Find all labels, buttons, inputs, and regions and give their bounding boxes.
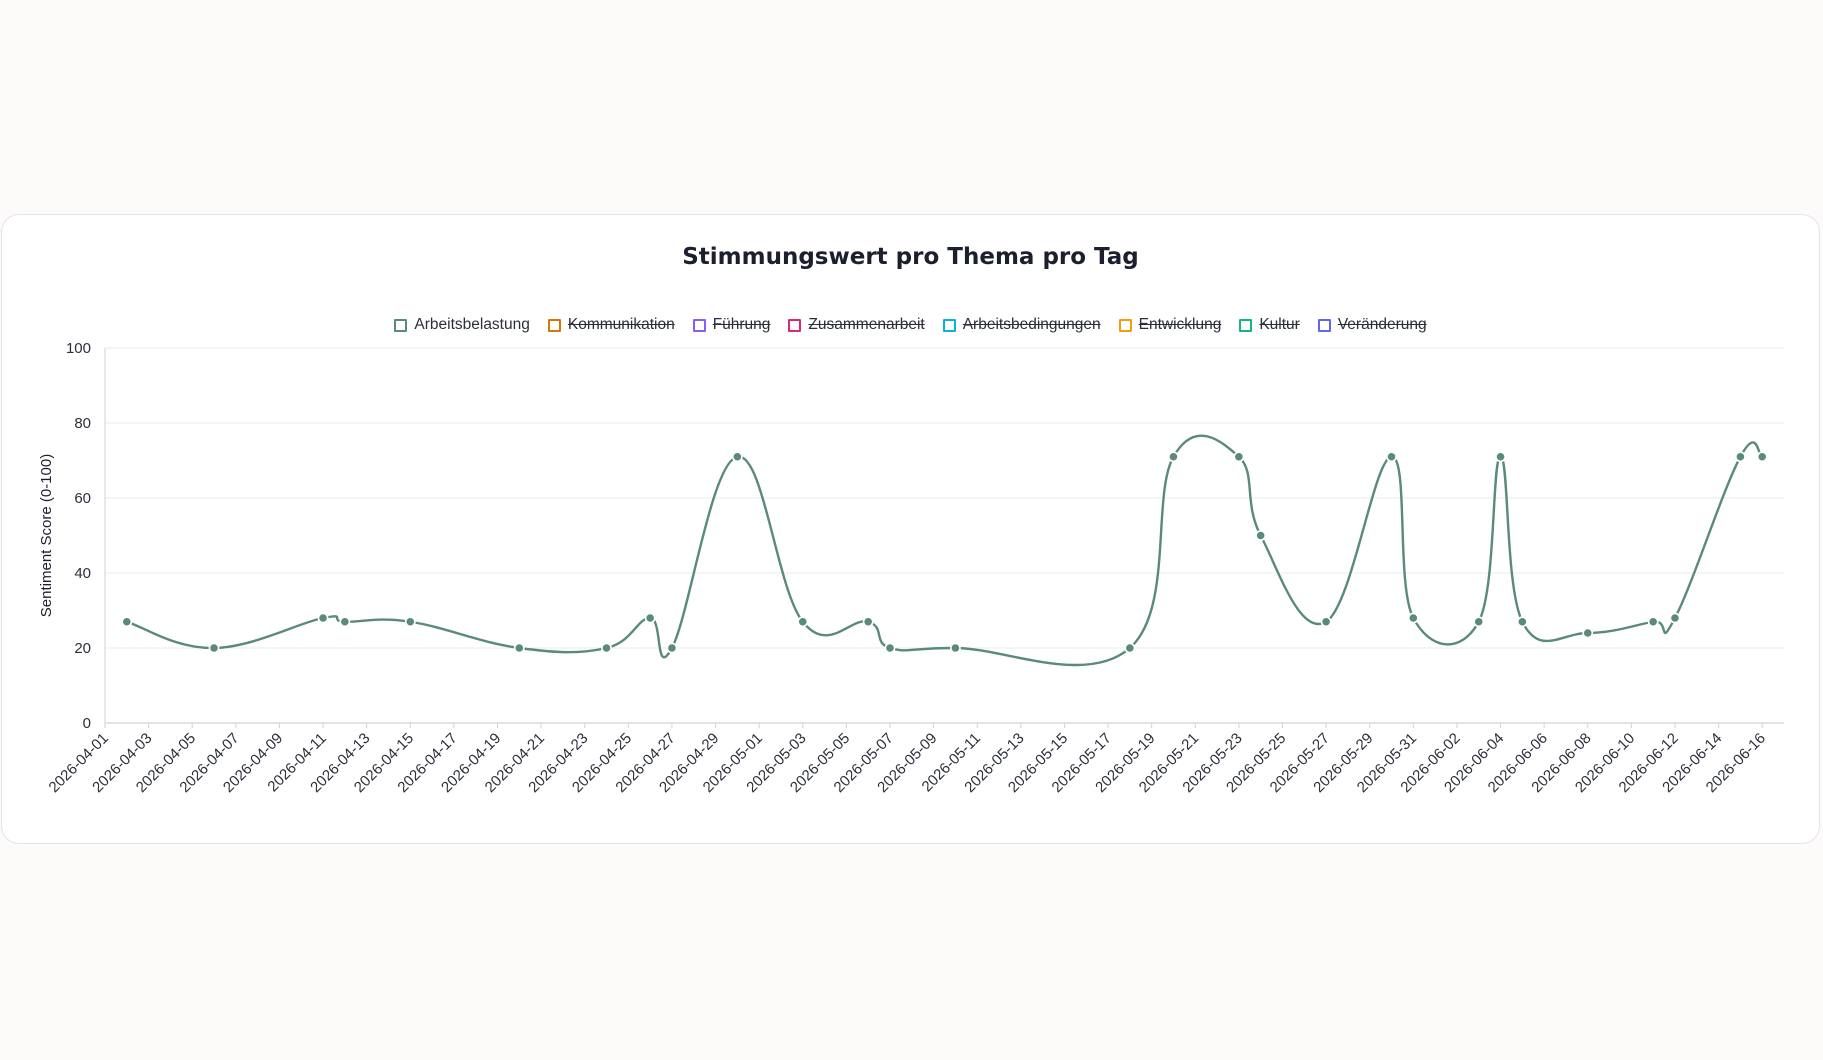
y-tick-label: 20	[74, 640, 91, 657]
y-tick-label: 0	[83, 715, 91, 732]
data-point[interactable]	[884, 642, 896, 654]
data-point[interactable]	[513, 642, 525, 654]
data-point[interactable]	[666, 642, 678, 654]
chart-title: Stimmungswert pro Thema pro Tag	[682, 244, 1139, 270]
legend-swatch	[788, 318, 802, 332]
legend-item-2[interactable]: Führung	[692, 316, 771, 334]
y-axis-title: Sentiment Score (0-100)	[38, 454, 55, 617]
legend-label: Entwicklung	[1138, 316, 1222, 333]
legend-item-6[interactable]: Kultur	[1239, 316, 1300, 334]
data-point[interactable]	[601, 642, 612, 654]
legend-label: Kultur	[1259, 316, 1300, 333]
data-point[interactable]	[1473, 616, 1485, 628]
data-point[interactable]	[731, 451, 743, 463]
legend-label: Führung	[712, 316, 771, 333]
legend-label: Arbeitsbelastung	[414, 316, 530, 333]
data-point[interactable]	[1233, 451, 1245, 463]
legend-swatch	[394, 318, 408, 332]
chart-card: Stimmungswert pro Thema pro Tag Arbeitsb…	[1, 214, 1820, 844]
y-tick-label: 40	[74, 565, 91, 582]
legend-swatch	[942, 318, 956, 332]
data-point[interactable]	[1495, 451, 1506, 463]
y-tick-label: 80	[74, 415, 91, 432]
legend-label: Arbeitsbedingungen	[962, 316, 1101, 333]
legend-item-3[interactable]: Zusammenarbeit	[788, 316, 925, 334]
data-point[interactable]	[121, 616, 133, 628]
data-point[interactable]	[1669, 612, 1681, 624]
y-tick-label: 100	[66, 340, 91, 357]
data-point[interactable]	[1320, 616, 1332, 628]
legend-label: Veränderung	[1337, 316, 1427, 333]
data-point[interactable]	[1516, 616, 1528, 628]
data-point[interactable]	[644, 612, 656, 624]
legend-label: Kommunikation	[567, 316, 675, 333]
data-point[interactable]	[339, 616, 351, 628]
data-point[interactable]	[1407, 612, 1419, 624]
data-point[interactable]	[862, 616, 874, 628]
data-point[interactable]	[797, 616, 809, 628]
data-point[interactable]	[1582, 627, 1594, 639]
y-tick-label: 60	[74, 490, 91, 507]
data-point[interactable]	[1734, 451, 1746, 463]
series-line-0	[126, 434, 1764, 667]
legend-item-5[interactable]: Entwicklung	[1118, 316, 1222, 334]
data-point[interactable]	[1756, 451, 1768, 463]
legend-swatch	[692, 318, 706, 332]
data-point[interactable]	[1255, 530, 1267, 541]
legend-swatch	[547, 318, 561, 332]
data-point[interactable]	[317, 612, 329, 624]
legend-label: Zusammenarbeit	[808, 316, 925, 333]
legend-item-0[interactable]: Arbeitsbelastung	[394, 316, 530, 334]
data-point[interactable]	[404, 616, 416, 628]
data-point[interactable]	[1168, 451, 1179, 463]
legend-item-7[interactable]: Veränderung	[1317, 316, 1427, 334]
chart-legend: Arbeitsbelastung Kommunikation Führung Zusa…	[2, 316, 1819, 334]
data-point[interactable]	[1124, 642, 1136, 654]
data-point[interactable]	[1386, 451, 1397, 463]
data-point[interactable]	[208, 642, 220, 654]
data-point[interactable]	[950, 642, 961, 654]
legend-item-1[interactable]: Kommunikation	[547, 316, 675, 334]
legend-swatch	[1118, 318, 1132, 332]
data-point[interactable]	[1647, 616, 1659, 628]
legend-swatch	[1239, 318, 1253, 332]
legend-swatch	[1317, 318, 1331, 332]
legend-item-4[interactable]: Arbeitsbedingungen	[942, 316, 1101, 334]
